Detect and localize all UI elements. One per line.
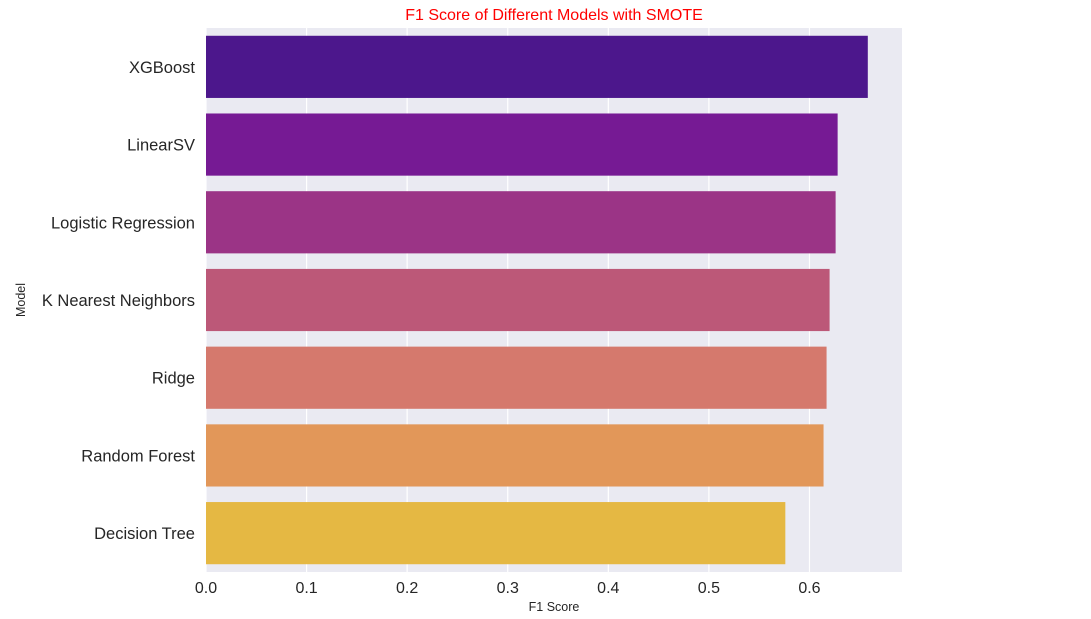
chart-title: F1 Score of Different Models with SMOTE — [405, 7, 703, 24]
y-axis-title: Model — [14, 283, 28, 317]
x-tick-label: 0.5 — [698, 580, 720, 597]
category-label: Logistic Regression — [51, 214, 195, 232]
bar-k-nearest-neighbors — [206, 268, 830, 332]
x-axis-title: F1 Score — [529, 600, 580, 614]
x-tick-label: 0.4 — [597, 580, 619, 597]
bar-ridge — [206, 346, 827, 409]
bar-xgboost — [206, 35, 868, 98]
bar-decision-tree — [206, 502, 786, 565]
bars — [206, 35, 868, 565]
x-tick-label: 0.2 — [396, 580, 418, 597]
category-labels: XGBoost LinearSV Logistic Regression K Near… — [42, 59, 196, 543]
category-label: Random Forest — [81, 447, 195, 465]
bar-logistic-regression — [206, 191, 836, 254]
category-label: Decision Tree — [94, 525, 195, 543]
category-label: Ridge — [152, 370, 195, 388]
x-tick-label: 0.0 — [195, 580, 217, 597]
bar-random-forest — [206, 424, 824, 487]
x-tick-label: 0.3 — [497, 580, 519, 597]
category-label: XGBoost — [129, 59, 195, 77]
bar-linearsv — [206, 113, 838, 176]
x-tick-label: 0.1 — [295, 580, 317, 597]
category-label: LinearSV — [127, 137, 195, 155]
x-tick-labels: 0.0 0.1 0.2 0.3 0.4 0.5 0.6 — [195, 580, 821, 597]
x-tick-label: 0.6 — [798, 580, 820, 597]
category-label: K Nearest Neighbors — [42, 292, 195, 310]
